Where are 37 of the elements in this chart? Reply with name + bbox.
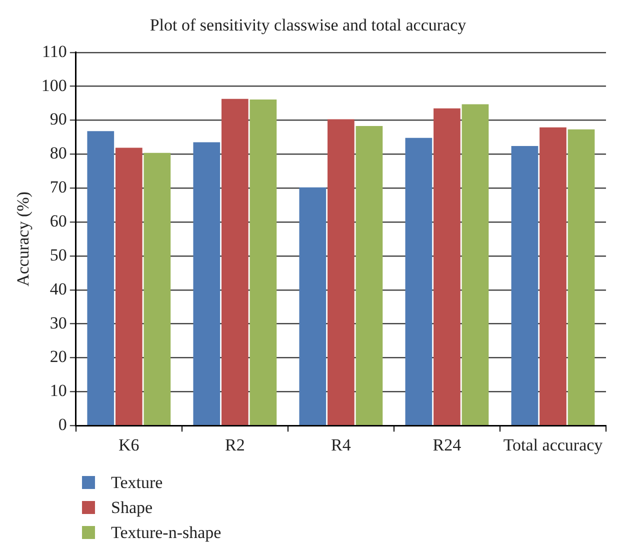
y-tick-label: 50: [50, 245, 67, 264]
y-tick-label: 110: [42, 42, 67, 61]
y-tick-label: 40: [50, 279, 67, 298]
y-tick-label: 70: [50, 178, 67, 197]
bar: [115, 148, 142, 425]
bar: [540, 127, 566, 425]
y-tick-label: 30: [50, 313, 67, 332]
x-tick-label: Total accuracy: [503, 435, 604, 454]
bar: [434, 108, 460, 425]
bar: [511, 146, 538, 425]
y-tick-label: 0: [58, 415, 67, 434]
bar: [87, 131, 114, 425]
bar: [356, 126, 383, 425]
bar: [328, 119, 354, 425]
legend-label: Shape: [111, 498, 153, 518]
bar: [299, 187, 326, 425]
bar: [250, 100, 277, 425]
legend-label: Texture: [111, 472, 163, 492]
bar: [193, 142, 220, 425]
x-tick-label: K6: [118, 435, 140, 454]
y-tick-label: 100: [41, 76, 67, 95]
bar: [568, 129, 595, 425]
y-tick-label: 60: [50, 212, 67, 231]
y-axis-title: Accuracy (%): [14, 192, 33, 286]
y-tick-label: 20: [50, 347, 67, 366]
legend-label: Texture-n-shape: [111, 522, 222, 542]
x-tick-label: R2: [225, 435, 245, 454]
bar: [462, 104, 489, 425]
chart-title: Plot of sensitivity classwise and total accuracy: [150, 16, 467, 35]
bar: [405, 138, 432, 425]
x-tick-label: R24: [432, 435, 462, 454]
bar: [144, 152, 171, 425]
y-tick-label: 90: [50, 110, 67, 129]
y-tick-label: 10: [50, 381, 67, 400]
x-tick-label: R4: [331, 435, 352, 454]
bar: [222, 98, 248, 425]
y-tick-label: 80: [50, 144, 67, 163]
